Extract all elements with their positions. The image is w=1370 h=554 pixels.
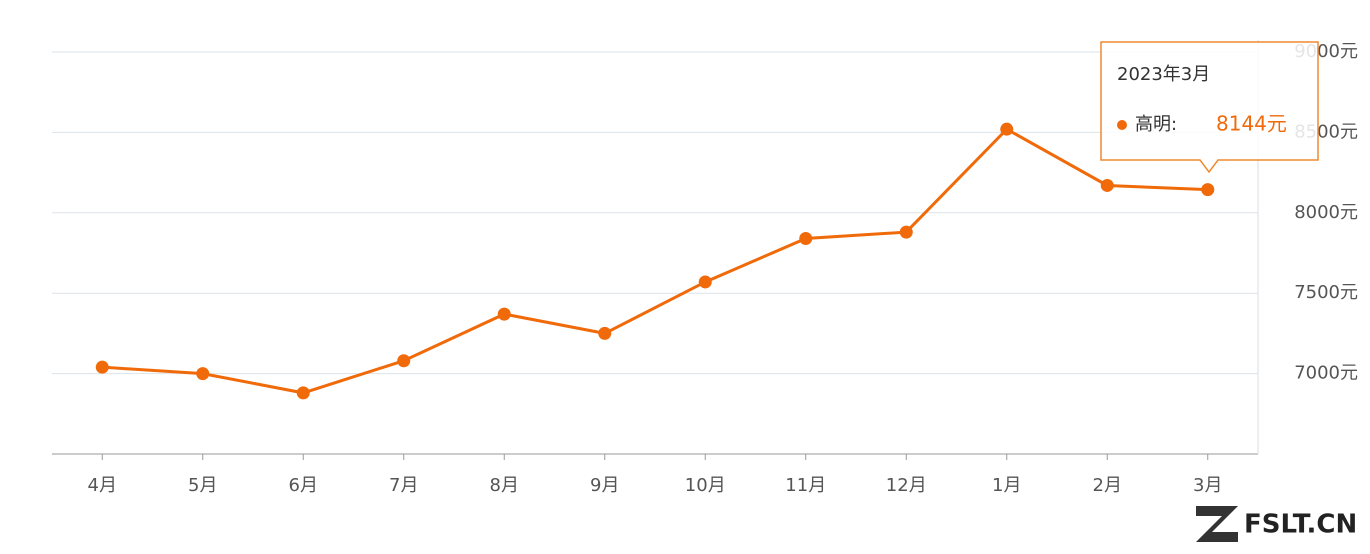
data-point	[1201, 183, 1215, 197]
plot: 4月 5月 6月 7月 8月 9月 10月 11月 12月 1月 2月 3月	[52, 51, 1258, 496]
data-point	[397, 354, 411, 368]
y-tick-label: 7000元	[1294, 363, 1358, 384]
x-tick-label: 2月	[1093, 475, 1122, 496]
x-tick-label: 12月	[886, 475, 927, 496]
data-point	[698, 275, 712, 289]
x-tick-label: 8月	[490, 475, 519, 496]
x-tick-label: 9月	[590, 475, 619, 496]
watermark-group: FSLT.CN	[1196, 506, 1357, 542]
tooltip: 2023年3月 高明: 8144元	[1100, 41, 1319, 174]
x-tick-label: 5月	[188, 475, 217, 496]
x-tick-label: 4月	[88, 475, 117, 496]
x-tick-label: 1月	[992, 475, 1021, 496]
watermark-logo	[1196, 506, 1238, 542]
data-point	[1000, 122, 1014, 136]
data-point	[196, 367, 210, 381]
x-tick-label: 7月	[389, 475, 418, 496]
data-point	[598, 326, 612, 340]
data-point	[296, 386, 310, 400]
x-tick-label: 11月	[785, 475, 826, 496]
y-tick-label: 7500元	[1294, 282, 1358, 303]
y-tick-label: 8000元	[1294, 202, 1358, 223]
x-tick-label: 3月	[1193, 475, 1222, 496]
watermark: FSLT.CN	[1244, 510, 1357, 540]
data-point	[497, 307, 511, 321]
x-tick-label: 6月	[289, 475, 318, 496]
tooltip-dot	[1117, 120, 1127, 130]
data-point	[799, 232, 813, 246]
data-point	[899, 225, 913, 239]
data-point	[95, 360, 109, 374]
tooltip-box	[1100, 41, 1319, 174]
data-point	[1100, 178, 1114, 192]
tooltip-title: 2023年3月	[1117, 64, 1210, 85]
tooltip-value: 8144元	[1216, 112, 1287, 136]
tooltip-series: 高明:	[1135, 114, 1177, 135]
series-line	[102, 127, 1208, 395]
x-tick-label: 10月	[685, 475, 726, 496]
